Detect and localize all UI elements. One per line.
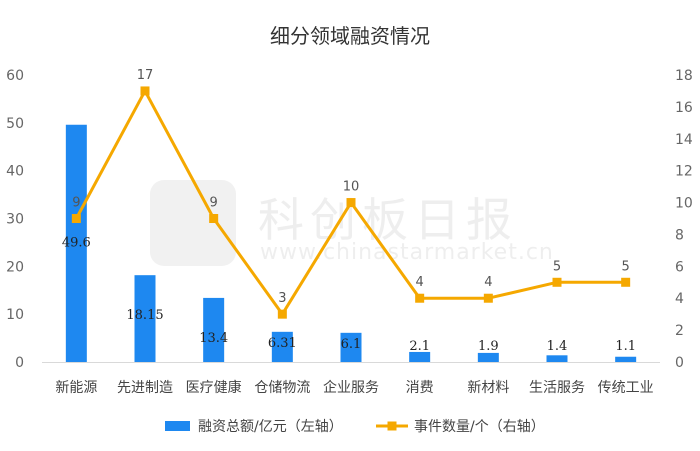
- line-point: [71, 214, 81, 223]
- x-tick-label: 仓储物流: [254, 380, 310, 396]
- x-tick-label: 新材料: [467, 380, 509, 396]
- x-tick-label: 企业服务: [323, 379, 379, 396]
- x-tick-label: 医疗健康: [186, 379, 242, 396]
- watermark-url: www.chinastarmarket.cn: [260, 240, 554, 265]
- line-point: [415, 293, 425, 303]
- bar: [65, 124, 87, 362]
- legend-line-label: 事件数量/个（右轴）: [414, 419, 545, 435]
- line-data-label: 5: [553, 259, 561, 274]
- bar-data-label: 2.1: [409, 339, 430, 354]
- y-right-tick-label: 12: [675, 164, 693, 180]
- bar-data-label: 6.31: [268, 336, 297, 351]
- bar-data-label: 49.6: [62, 236, 91, 251]
- line-data-label: 4: [484, 275, 492, 290]
- y-right-tick-label: 14: [675, 132, 693, 148]
- line-point: [552, 277, 562, 287]
- line-data-label: 9: [72, 196, 80, 211]
- y-left-tick-label: 10: [6, 307, 24, 323]
- bar-data-label: 1.4: [547, 339, 568, 354]
- y-left-tick-label: 20: [6, 259, 24, 275]
- chart-title: 细分领域融资情况: [270, 24, 430, 48]
- watermark-logo-icon: [150, 180, 236, 266]
- line-data-label: 3: [278, 291, 286, 306]
- y-left-tick-label: 40: [6, 164, 24, 180]
- line-point: [621, 277, 631, 287]
- y-right-tick-label: 0: [675, 355, 684, 371]
- line-data-label: 9: [210, 196, 218, 211]
- bar: [477, 352, 499, 362]
- x-tick-label: 先进制造: [117, 380, 173, 396]
- x-tick-label: 生活服务: [529, 380, 585, 396]
- line-point: [346, 198, 356, 208]
- legend-line-marker: [387, 421, 397, 431]
- bar: [340, 332, 362, 362]
- watermark-text: 科创板日报: [258, 193, 518, 247]
- y-right-tick-label: 10: [675, 196, 693, 212]
- line-point: [277, 309, 287, 319]
- bar-data-label: 18.15: [126, 308, 163, 323]
- y-right-tick-label: 6: [675, 259, 684, 275]
- line-data-label: 4: [416, 275, 424, 290]
- line-data-label: 10: [343, 180, 360, 195]
- bar-data-label: 6.1: [341, 337, 362, 352]
- bar: [546, 355, 568, 362]
- line-data-label: 5: [622, 259, 630, 274]
- bar: [134, 275, 156, 362]
- y-left-tick-label: 0: [15, 355, 24, 371]
- legend-bar-swatch: [165, 421, 190, 431]
- bar: [203, 297, 225, 362]
- bar-data-label: 13.4: [199, 331, 228, 346]
- bar: [615, 356, 637, 362]
- line-point: [140, 86, 150, 96]
- bar: [409, 351, 431, 362]
- legend-bar-label: 融资总额/亿元（左轴）: [198, 419, 343, 435]
- y-left-tick-label: 30: [6, 212, 24, 228]
- y-right-tick-label: 18: [675, 68, 693, 84]
- x-tick-label: 传统工业: [598, 380, 654, 396]
- y-left-tick-label: 50: [6, 116, 24, 132]
- y-right-tick-label: 2: [675, 323, 684, 339]
- bar-data-label: 1.1: [615, 339, 636, 354]
- y-right-tick-label: 8: [675, 227, 684, 243]
- y-right-tick-label: 4: [675, 291, 684, 307]
- line-point: [483, 293, 493, 303]
- x-tick-label: 新能源: [55, 380, 97, 396]
- bar-data-label: 1.9: [478, 339, 499, 354]
- line-point: [209, 214, 219, 223]
- y-left-tick-label: 60: [6, 68, 24, 84]
- x-tick-label: 消费: [406, 380, 434, 396]
- bar: [271, 331, 293, 362]
- y-right-tick-label: 16: [675, 100, 693, 116]
- line-data-label: 17: [137, 68, 154, 83]
